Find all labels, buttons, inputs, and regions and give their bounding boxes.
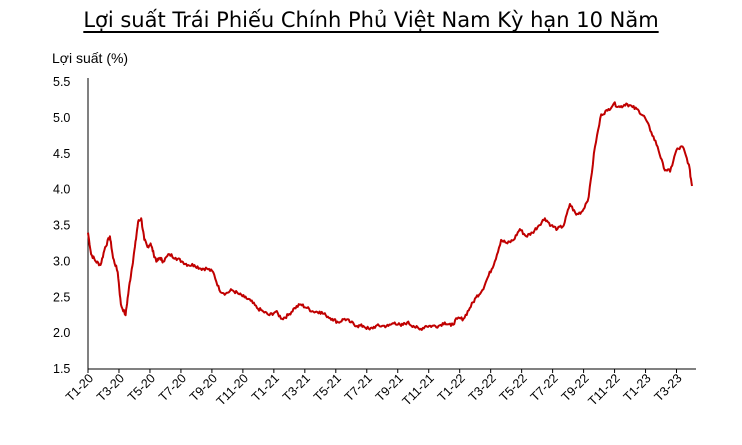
x-tick-label: T5-20	[125, 371, 158, 404]
x-tick-labels: T1-20T3-20T5-20T7-20T9-20T11-20T1-21T3-2…	[63, 369, 685, 408]
x-tick-label: T1-23	[621, 371, 654, 404]
y-tick-label: 2.5	[53, 290, 70, 304]
x-tick-label: T3-20	[94, 371, 127, 404]
y-tick-label: 5.5	[53, 75, 70, 89]
x-tick-label: T1-22	[435, 371, 468, 404]
x-tick-label: T7-20	[156, 371, 189, 404]
x-tick-label: T3-23	[652, 371, 685, 404]
x-tick-label: T5-22	[497, 371, 530, 404]
y-tick-label: 4.0	[53, 183, 70, 197]
y-axis-label: Lợi suất (%)	[52, 50, 129, 66]
x-tick-label: T5-21	[311, 371, 344, 404]
chart-title: Lợi suất Trái Phiếu Chính Phủ Việt Nam K…	[83, 8, 659, 32]
y-tick-label: 1.5	[53, 362, 70, 376]
x-tick-label: T3-21	[280, 371, 313, 404]
x-tick-label: T7-22	[528, 371, 561, 404]
x-tick-label: T11-20	[214, 371, 251, 408]
y-tick-labels: 1.5 2.0 2.5 3.0 3.5 4.0 4.5 5.0 5.5	[53, 75, 70, 376]
x-tick-label: T11-22	[585, 371, 622, 408]
x-tick-label: T7-21	[342, 371, 375, 404]
axes	[87, 78, 696, 370]
x-tick-label: T1-21	[249, 371, 282, 404]
y-tick-label: 3.0	[53, 254, 70, 268]
x-tick-label: T1-20	[63, 371, 96, 404]
x-tick-label: T3-22	[466, 371, 499, 404]
yield-series-line	[87, 101, 693, 331]
y-tick-label: 5.0	[53, 111, 70, 125]
series-lines	[87, 101, 693, 331]
y-tick-label: 2.0	[53, 326, 70, 340]
x-tick-label: T11-21	[400, 371, 437, 408]
y-tick-label: 4.5	[53, 147, 70, 161]
y-tick-label: 3.5	[53, 219, 70, 233]
